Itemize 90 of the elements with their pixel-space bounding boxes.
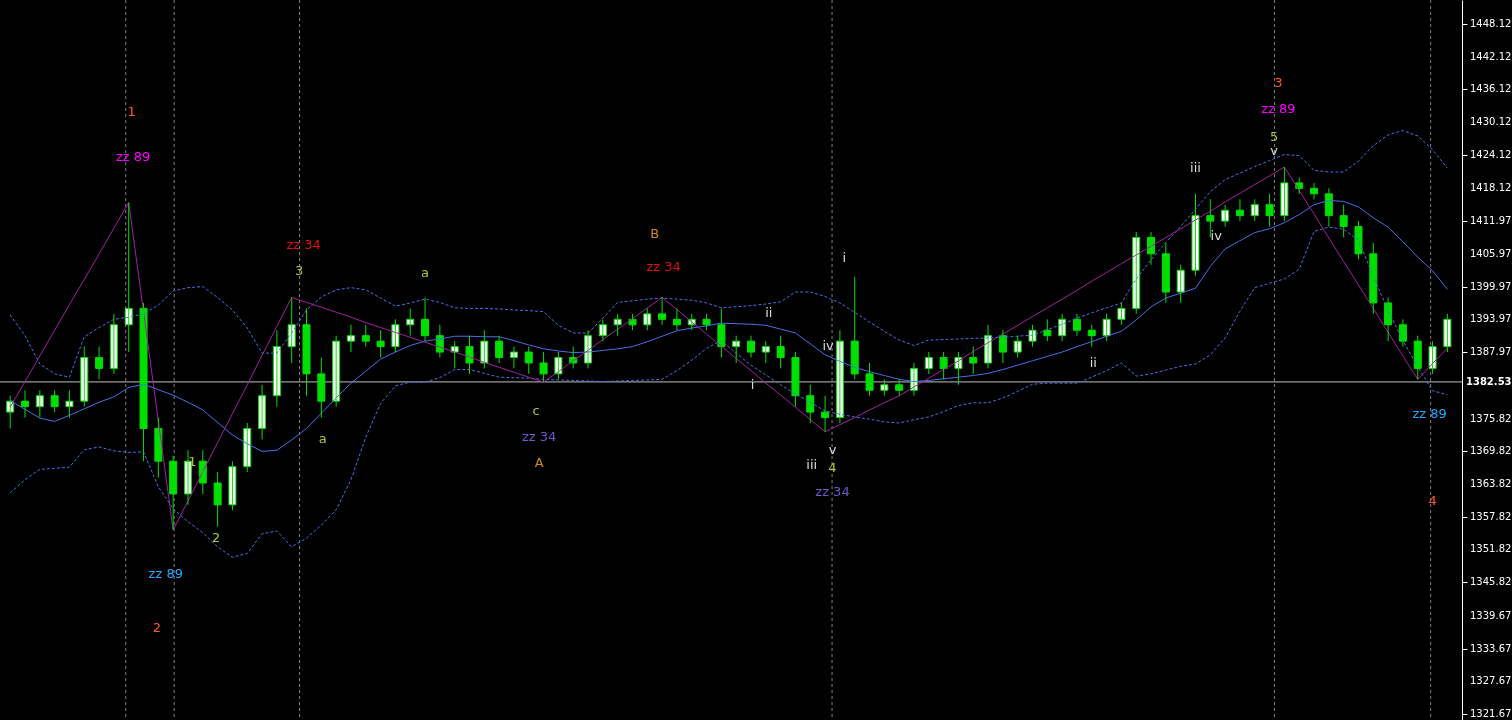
candlestick — [702, 313, 711, 331]
annotation: zz 34 — [286, 236, 321, 252]
y-tick-label: 1424.12 — [1470, 148, 1512, 160]
annotation: 2 — [152, 619, 162, 635]
annotation: 4 — [1428, 493, 1437, 509]
annotation: c — [532, 403, 540, 419]
y-tick-label: 1357.82 — [1470, 510, 1512, 522]
annotation: B — [650, 226, 660, 241]
y-tick-label: 1430.12 — [1470, 116, 1512, 128]
annotation: 1 — [127, 104, 136, 120]
annotation: iv — [822, 338, 834, 354]
annotation: zz 89 — [1261, 100, 1296, 116]
candlestick — [939, 351, 948, 380]
candlestick — [1191, 193, 1200, 277]
ref-line-label: 1382.53 — [1466, 375, 1512, 387]
line-series — [9, 130, 1448, 378]
candlestick — [969, 346, 978, 375]
annotation: a — [421, 264, 430, 280]
y-tick-label: 1436.12 — [1470, 83, 1512, 95]
annotation: iii — [1190, 159, 1201, 175]
candlestick — [391, 318, 400, 353]
candlestick — [791, 351, 800, 408]
y-tick-label: 1405.97 — [1470, 248, 1512, 260]
y-tick-label: 1387.97 — [1470, 346, 1512, 358]
y-tick-label: 1327.67 — [1470, 675, 1512, 687]
candlestick — [554, 351, 563, 380]
candlestick — [302, 307, 311, 397]
candlestick — [465, 335, 474, 375]
y-tick-label: 1411.97 — [1470, 215, 1512, 227]
candlestick — [776, 335, 785, 369]
annotation: v — [1270, 143, 1279, 159]
y-tick-label: 1442.12 — [1470, 50, 1512, 62]
annotation: iv — [1210, 228, 1223, 244]
y-tick-label: 1375.82 — [1470, 412, 1512, 424]
y-tick-label: 1448.12 — [1470, 18, 1512, 30]
candlestick — [539, 351, 548, 383]
annotation: 4 — [828, 460, 837, 475]
annotation: i — [750, 377, 755, 393]
y-tick-label: 1363.82 — [1470, 478, 1512, 489]
candlestick — [865, 362, 874, 397]
candlestick — [880, 378, 889, 397]
annotation: i — [842, 249, 847, 265]
candlestick — [317, 357, 326, 419]
annotation: zz 89 — [116, 148, 151, 164]
y-tick-label: 1351.82 — [1470, 543, 1512, 555]
y-tick-label: 1399.97 — [1470, 280, 1512, 292]
y-tick-label: 1321.67 — [1470, 708, 1512, 719]
annotation: 3 — [1274, 74, 1283, 90]
candlestick — [717, 307, 726, 359]
annotation: 5 — [1269, 128, 1279, 144]
y-tick-label: 1418.12 — [1470, 181, 1512, 193]
candlestick — [1443, 313, 1452, 353]
candlestick — [1117, 302, 1126, 326]
annotation: zz 89 — [1412, 406, 1447, 421]
y-tick-label: 1345.82 — [1470, 576, 1512, 588]
candlestick — [1013, 335, 1022, 359]
annotation: zz 34 — [521, 429, 557, 445]
candlestick — [65, 389, 74, 419]
candlestick — [1354, 220, 1363, 260]
candlestick — [213, 471, 222, 528]
annotation: A — [534, 454, 544, 470]
candlestick — [1102, 313, 1111, 342]
y-tick-label: 1333.67 — [1470, 642, 1512, 654]
annotation: 3 — [294, 262, 304, 278]
annotation: zz 34 — [815, 483, 850, 499]
annotation: zz 34 — [646, 259, 681, 275]
candlestick — [895, 378, 904, 397]
candlestick — [1428, 340, 1437, 375]
candlestick — [139, 302, 148, 462]
candlestick — [1280, 166, 1289, 222]
candlestick — [732, 335, 741, 364]
candlestick — [376, 329, 385, 359]
candlestick — [524, 346, 533, 375]
y-tick-label: 1339.67 — [1470, 609, 1512, 621]
annotation: v — [828, 442, 837, 457]
annotation: ii — [765, 305, 773, 321]
annotation: a — [318, 431, 327, 447]
candlestick — [228, 460, 237, 511]
annotation: 2 — [211, 529, 221, 545]
annotation: iii — [806, 457, 818, 473]
candlestick — [1265, 193, 1274, 228]
candlestick — [361, 324, 370, 348]
annotation: zz 89 — [148, 565, 183, 581]
annotation: 1 — [188, 454, 197, 470]
y-tick-label: 1393.97 — [1470, 313, 1512, 325]
candlestick — [761, 340, 770, 364]
candlestick — [1028, 324, 1037, 348]
annotation: ii — [1089, 354, 1097, 370]
candlestick — [50, 389, 59, 413]
y-tick-label: 1369.82 — [1470, 445, 1512, 457]
